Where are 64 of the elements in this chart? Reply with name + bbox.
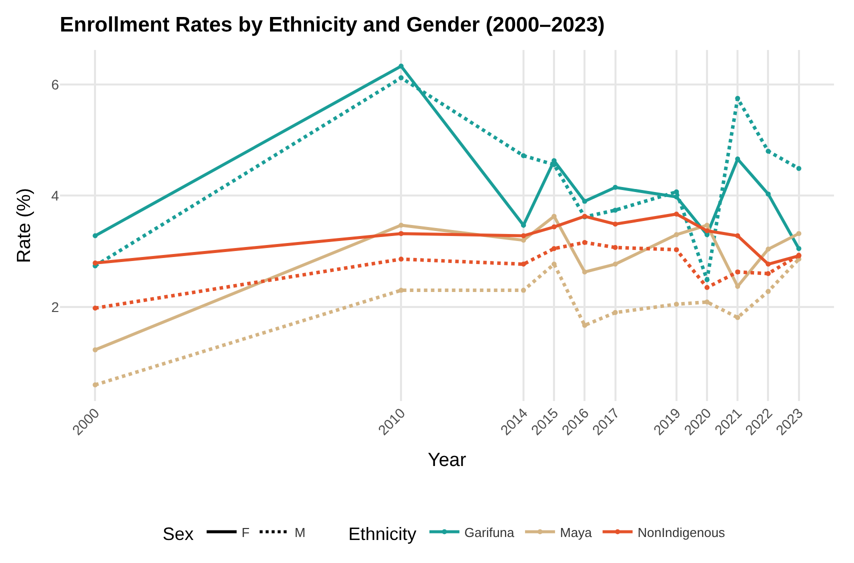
point: [612, 184, 618, 190]
point: [92, 306, 98, 311]
point: [704, 299, 710, 304]
point: [674, 232, 679, 238]
legend-label: NonIndigenous: [638, 524, 726, 540]
text: F: [242, 524, 250, 540]
point: [92, 382, 98, 388]
point: [704, 222, 710, 228]
point: [552, 224, 557, 230]
point: [92, 260, 98, 266]
chart-title: Enrollment Rates by Ethnicity and Gender (2000–2023): [60, 14, 605, 37]
point: [766, 288, 771, 294]
legend-label: Garifuna: [464, 524, 516, 540]
point: [612, 244, 618, 250]
point: [735, 315, 740, 320]
point: [612, 208, 618, 213]
point: [704, 285, 710, 290]
point: [766, 271, 771, 276]
point: [520, 233, 526, 238]
point: [612, 310, 618, 316]
text: M: [294, 524, 306, 540]
point: [704, 228, 710, 234]
point: [735, 233, 740, 238]
point: [796, 246, 802, 252]
point: [796, 166, 802, 171]
point: [796, 231, 802, 236]
point: [612, 262, 618, 267]
point: [398, 231, 404, 236]
point: [704, 277, 710, 282]
point: [766, 192, 771, 197]
point: [735, 96, 740, 101]
point: [398, 222, 404, 228]
point: [674, 212, 679, 217]
point: [552, 214, 557, 219]
legend-title: Ethnicity: [348, 524, 416, 544]
point: [766, 262, 771, 267]
point: [582, 198, 588, 204]
legend-label: Maya: [560, 524, 593, 540]
point: [520, 153, 526, 158]
y-tick-label: 6: [51, 76, 60, 92]
point: [735, 269, 740, 274]
point: [612, 222, 618, 227]
point: [92, 233, 98, 238]
point: [398, 75, 404, 80]
y-tick-label: 4: [51, 188, 60, 204]
point: [520, 288, 526, 293]
point: [582, 322, 588, 328]
point: [552, 246, 557, 252]
point: [766, 246, 771, 252]
point: [520, 238, 526, 243]
point: [92, 347, 98, 352]
point: [398, 64, 404, 69]
point: [552, 262, 557, 267]
point: [766, 148, 771, 154]
text: Sex: [162, 524, 194, 544]
point: [582, 240, 588, 245]
x-axis-title: Year: [428, 450, 467, 471]
point: [398, 256, 404, 262]
y-axis-title: Rate (%): [14, 188, 36, 263]
point: [674, 189, 679, 194]
point: [674, 302, 679, 307]
point: [582, 269, 588, 274]
y-tick-label: 2: [51, 298, 60, 315]
point: [674, 247, 679, 252]
